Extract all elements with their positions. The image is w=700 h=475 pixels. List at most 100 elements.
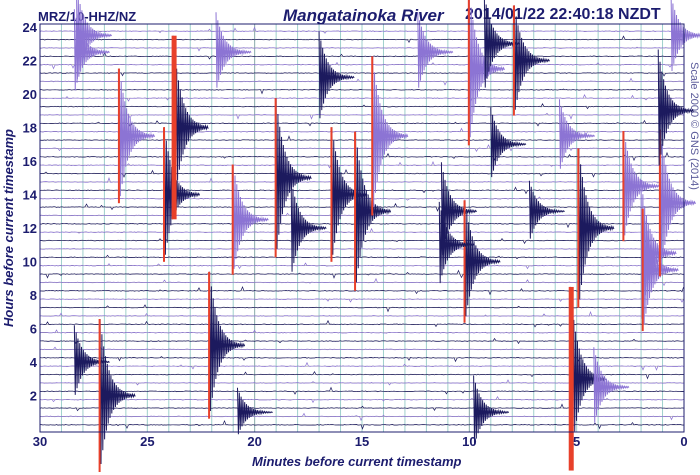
earthquake-event [593,347,630,423]
y-tick-label: 6 [30,322,37,337]
clipped-event-marker [371,56,374,216]
earthquake-event [440,162,477,256]
seismic-trace [39,77,684,86]
seismic-trace [39,277,684,287]
clipped-event-marker [622,131,625,242]
clipped-event-marker [117,68,120,204]
clipped-event-marker [658,129,661,277]
seismic-trace [39,227,684,234]
seismic-trace [39,26,684,34]
seismic-trace [39,419,684,430]
clipped-event-marker [512,5,515,116]
x-axis-label: Minutes before current timestamp [252,454,462,469]
y-tick-label: 4 [30,355,38,370]
seismic-trace [39,254,684,260]
clipped-event-marker [171,35,177,220]
earthquake-event [473,375,510,446]
chart-title: Mangatainoka River [283,6,444,25]
clipped-event-marker [208,271,211,419]
station-code: MRZ/10-HHZ/NZ [38,9,137,24]
clipped-event-marker [274,98,277,258]
seismic-trace [39,61,684,70]
earthquake-event [438,201,475,284]
x-tick-label: 15 [355,434,369,449]
seismic-trace [39,304,684,313]
seismic-trace [39,269,684,279]
earthquake-event [275,98,312,249]
seismic-trace [39,111,684,120]
earthquake-event [215,12,252,88]
seismic-trace [39,35,684,44]
x-tick-label: 5 [573,434,580,449]
y-tick-label: 8 [30,288,37,303]
earthquake-event [209,271,246,412]
earthquake-event [172,35,209,210]
clipped-event-marker [98,319,101,472]
x-tick-label: 25 [140,434,154,449]
clipped-event-marker [641,208,644,332]
seismic-trace [39,72,684,78]
plot-frame [39,23,685,433]
earthquake-event [232,164,269,269]
earthquake-event [528,180,565,239]
seismic-trace [39,144,684,153]
earthquake-event [290,178,327,272]
seismic-trace [39,238,684,245]
y-tick-label: 20 [23,87,37,102]
earthquake-event [657,49,694,166]
seismic-trace [39,93,684,102]
earthquake-event [670,0,700,72]
earthquake-event [372,56,409,208]
x-tick-label: 20 [247,434,261,449]
seismic-trace [39,151,684,162]
y-tick-label: 14 [23,188,38,203]
earthquake-event [464,200,501,317]
seismic-trace [39,319,684,328]
x-tick-label: 30 [33,434,47,449]
seismic-trace [39,51,684,60]
seismic-trace [39,119,684,128]
seismic-trace [39,310,684,317]
y-tick-label: 24 [23,20,38,35]
clipped-event-marker [231,164,234,275]
earthquake-event [318,31,355,119]
y-tick-label: 2 [30,389,37,404]
seismic-trace [39,46,684,52]
earthquake-event [490,107,527,178]
earthquake-event [558,99,595,169]
seismic-trace [39,103,684,110]
seismic-trace [39,135,684,141]
x-tick-label: 10 [462,434,476,449]
earthquake-event [99,318,136,465]
clipped-event-marker [463,200,466,323]
clipped-event-marker [330,127,333,262]
earthquake-event [73,9,110,91]
earthquake-event [513,5,550,110]
y-tick-label: 22 [23,54,37,69]
clipped-event-marker [354,131,357,291]
seismic-trace [39,160,684,169]
seismic-trace [39,286,684,296]
seismic-trace [39,88,684,95]
earthquake-event [236,387,273,435]
y-tick-label: 16 [23,154,37,169]
earthquake-event [417,12,454,88]
y-tick-label: 18 [23,121,37,136]
earthquake-event [118,68,155,197]
clipped-event-marker [568,286,574,471]
seismic-trace [39,223,684,229]
x-tick-label: 0 [680,434,687,449]
seismic-trace [39,248,684,250]
earthquake-event [164,127,201,255]
y-tick-label: 10 [23,255,37,270]
earthquake-event [659,129,696,269]
clipped-event-marker [163,127,166,262]
earthquake-event [578,148,615,300]
seismic-trace [39,298,684,303]
clipped-event-marker [467,0,470,146]
clipped-event-marker [577,148,580,308]
seismic-trace [39,262,684,270]
y-tick-label: 12 [23,221,37,236]
earthquake-event [76,0,113,80]
